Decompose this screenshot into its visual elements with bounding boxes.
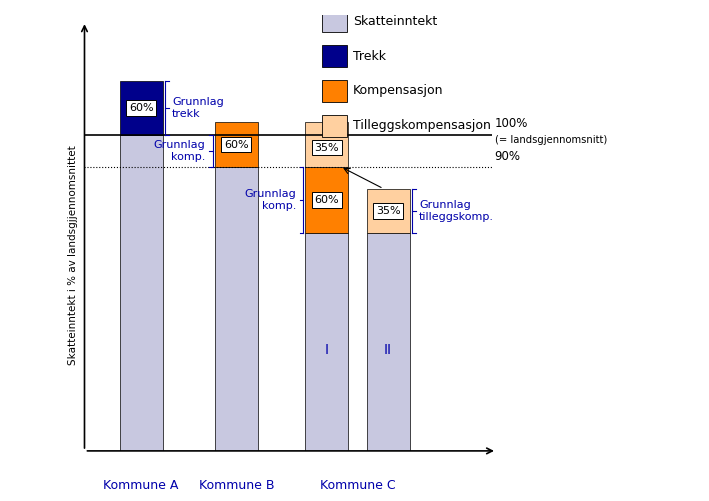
Text: Skatteinntekt: Skatteinntekt: [353, 15, 437, 28]
Text: Kommune A: Kommune A: [104, 479, 179, 492]
Text: Tilleggskompensasjon: Tilleggskompensasjon: [353, 119, 491, 132]
Text: 60%: 60%: [315, 195, 340, 205]
Bar: [215, 167, 258, 451]
Text: 35%: 35%: [376, 206, 401, 216]
Text: II: II: [384, 343, 392, 357]
Text: 90%: 90%: [495, 150, 520, 163]
Bar: [215, 122, 258, 167]
Text: 100%: 100%: [495, 117, 528, 130]
Text: Kommune B: Kommune B: [199, 479, 274, 492]
Text: Kompensasjon: Kompensasjon: [353, 84, 443, 97]
Bar: [367, 233, 410, 451]
Bar: [323, 11, 347, 33]
Text: Grunnlag
trekk: Grunnlag trekk: [172, 97, 224, 119]
Text: 35%: 35%: [315, 143, 340, 153]
Bar: [120, 135, 162, 451]
Bar: [306, 122, 348, 167]
Bar: [367, 189, 410, 233]
Bar: [306, 233, 348, 451]
Bar: [323, 115, 347, 137]
Bar: [120, 81, 162, 135]
Text: 60%: 60%: [224, 139, 249, 149]
Text: Grunnlag
komp.: Grunnlag komp.: [154, 140, 206, 162]
Text: Grunnlag
komp.: Grunnlag komp.: [244, 189, 296, 210]
Bar: [323, 80, 347, 102]
Text: Grunnlag
tilleggskomp.: Grunnlag tilleggskomp.: [419, 200, 494, 221]
Text: 60%: 60%: [129, 103, 153, 113]
Bar: [323, 45, 347, 67]
Text: Kommune C: Kommune C: [320, 479, 396, 492]
Bar: [306, 167, 348, 233]
Text: Trekk: Trekk: [353, 50, 386, 63]
Text: Skatteinntekt i % av landsgjjennomsnittet: Skatteinntekt i % av landsgjjennomsnitte…: [68, 145, 78, 365]
Text: (= landsgjennomsnitt): (= landsgjennomsnitt): [495, 135, 607, 145]
Text: I: I: [325, 343, 329, 357]
